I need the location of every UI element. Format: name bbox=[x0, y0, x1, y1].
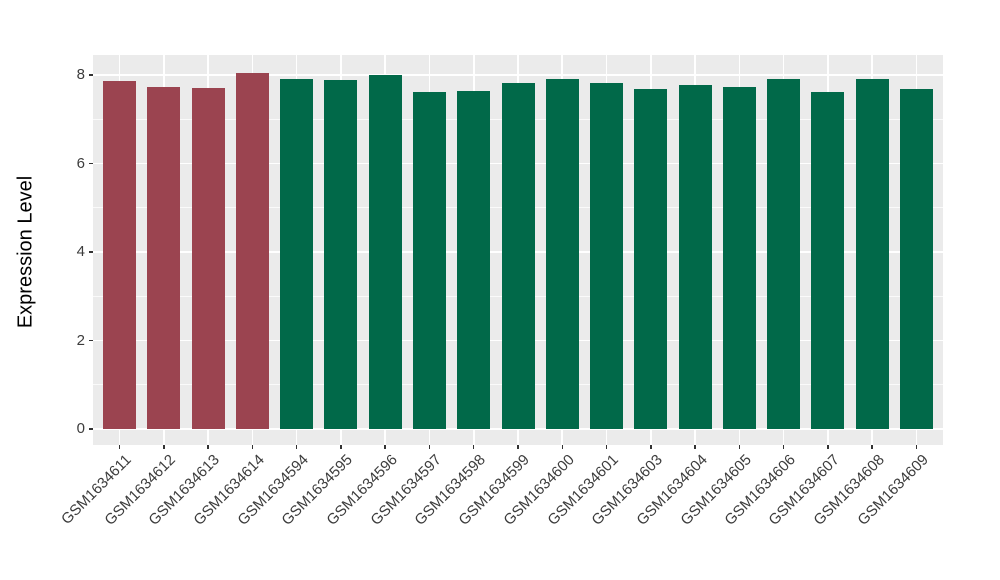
x-tick-mark bbox=[340, 445, 342, 449]
bar bbox=[191, 88, 225, 429]
bar bbox=[678, 85, 712, 429]
x-tick-mark bbox=[251, 445, 254, 449]
bar bbox=[900, 89, 933, 429]
bar bbox=[368, 74, 402, 429]
y-tick-mark bbox=[89, 162, 93, 165]
x-tick-mark bbox=[827, 445, 829, 449]
y-tick-label: 4 bbox=[76, 243, 85, 260]
plot-panel bbox=[93, 55, 943, 445]
bar bbox=[457, 90, 491, 429]
x-tick-mark bbox=[428, 445, 431, 449]
x-tick-mark bbox=[650, 445, 652, 449]
x-tick-mark bbox=[561, 445, 564, 449]
bar bbox=[545, 78, 579, 429]
bar bbox=[280, 78, 314, 429]
x-tick-mark bbox=[605, 445, 608, 449]
x-tick-mark bbox=[163, 445, 165, 449]
x-tick-mark bbox=[738, 445, 741, 449]
y-tick-mark bbox=[89, 251, 93, 253]
x-tick-mark bbox=[384, 445, 386, 449]
x-tick-mark bbox=[782, 445, 785, 449]
bar bbox=[590, 83, 624, 429]
x-tick-mark bbox=[207, 445, 209, 449]
y-tick-mark bbox=[89, 74, 93, 76]
bar bbox=[855, 78, 889, 429]
y-tick-label: 2 bbox=[76, 331, 85, 349]
bar bbox=[767, 78, 801, 429]
x-tick-mark bbox=[517, 445, 519, 449]
bar bbox=[324, 79, 358, 429]
bar bbox=[103, 80, 136, 429]
y-tick-label: 0 bbox=[76, 420, 85, 437]
bar bbox=[811, 91, 845, 429]
x-tick-mark bbox=[472, 445, 475, 449]
bar bbox=[634, 88, 668, 429]
y-tick-label: 6 bbox=[76, 154, 85, 172]
bar bbox=[412, 92, 446, 429]
bar bbox=[722, 86, 756, 429]
x-tick-mark bbox=[871, 445, 873, 449]
y-tick-label: 8 bbox=[76, 66, 85, 83]
bar bbox=[501, 82, 535, 429]
bar bbox=[147, 86, 181, 429]
x-tick-mark bbox=[118, 445, 121, 449]
x-tick-mark bbox=[915, 445, 918, 449]
y-tick-mark bbox=[89, 428, 93, 430]
bar bbox=[235, 73, 269, 429]
x-tick-mark bbox=[694, 445, 696, 449]
x-tick-mark bbox=[295, 445, 298, 449]
y-tick-mark bbox=[89, 339, 93, 342]
